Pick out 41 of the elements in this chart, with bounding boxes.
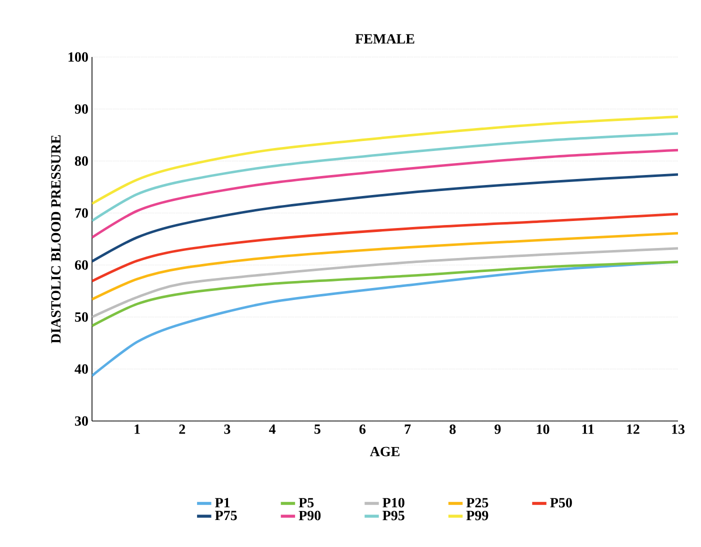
line-series [92,148,678,239]
line-series [92,132,678,222]
line-series [92,173,678,263]
x-tick-label: 8 [450,424,456,434]
x-tick-label: 2 [179,424,186,434]
y-tick-label: 40 [74,364,88,374]
x-tick-label: 9 [494,424,501,434]
line-series [92,260,678,378]
y-tick-label: 50 [75,312,88,322]
legend-label: P95 [382,510,404,520]
x-tick-label: 11 [582,424,594,434]
y-tick-label: 100 [68,52,88,62]
legend-label: P99 [466,510,488,520]
x-tick-label: 13 [672,424,685,434]
x-tick-label: 1 [134,424,140,434]
x-tick-label: 10 [536,424,550,434]
y-tick-label: 90 [74,104,88,114]
legend-label: P75 [215,510,237,520]
x-tick-label: 12 [627,424,640,434]
x-axis-title: AGE [370,446,400,456]
x-tick-label: 7 [404,424,411,434]
y-tick-label: 60 [74,260,88,270]
line-series [92,260,678,328]
y-tick-label: 70 [75,208,88,218]
line-series [92,116,678,205]
line-series [92,212,678,282]
y-axis-title: DIASTOLIC BLOOD PRESSURE [51,135,61,344]
legend-label: P90 [298,510,321,520]
legend-label: P50 [550,498,572,508]
legend-label: P10 [382,498,404,508]
y-tick-label: 80 [74,156,88,166]
y-tick-label: 30 [75,416,88,426]
line-series [92,232,678,301]
legend-label: P25 [466,498,488,508]
legend-label: P5 [298,498,314,508]
x-tick-label: 5 [314,424,320,434]
chart-title: FEMALE [355,34,414,44]
x-tick-label: 4 [269,424,276,434]
legend-label: P1 [215,498,230,508]
x-tick-label: 6 [359,424,366,434]
x-tick-label: 3 [224,424,230,434]
